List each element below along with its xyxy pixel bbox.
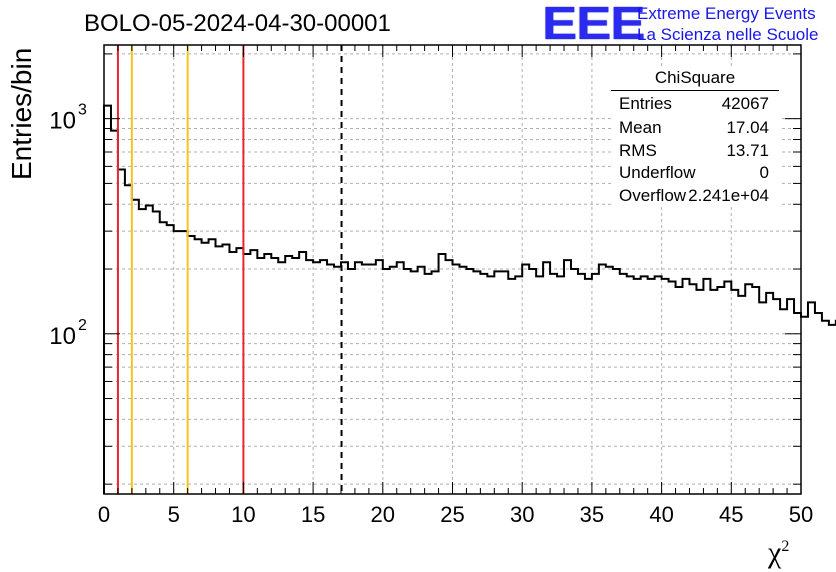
axes-layer <box>103 44 802 495</box>
y-axis-label: Entries/bin <box>6 47 37 180</box>
x-tick-label: 30 <box>510 502 534 527</box>
stats-key-overflow: Overflow <box>619 186 687 205</box>
eee-logo: EEE <box>542 0 646 49</box>
y-tick-label: 10 <box>49 108 76 135</box>
logo-subtitle-1: Extreme Energy Events <box>637 4 816 23</box>
stats-value-entries: 42067 <box>721 94 769 113</box>
y-tick-label-exponent: 3 <box>78 102 87 119</box>
x-tick-label: 0 <box>98 502 110 527</box>
x-tick-label: 20 <box>371 502 395 527</box>
stats-box-title: ChiSquare <box>654 68 736 87</box>
y-tick-label: 10 <box>49 323 76 350</box>
x-tick-label: 15 <box>301 502 325 527</box>
histogram-layer <box>103 104 836 494</box>
stats-key-rms: RMS <box>619 141 657 160</box>
stats-value-rms: 13.71 <box>726 141 769 160</box>
grid-layer <box>104 45 801 494</box>
x-axis-label: χ2 <box>768 536 790 569</box>
x-tick-label: 45 <box>719 502 743 527</box>
stats-value-underflow: 0 <box>759 163 769 182</box>
stats-value-mean: 17.04 <box>726 118 769 137</box>
stats-box: ChiSquare Entries 42067 Mean 17.04 RMS 1… <box>611 66 779 206</box>
marker-lines-layer <box>116 45 343 494</box>
y-tick-label-exponent: 2 <box>78 317 87 334</box>
x-tick-label: 50 <box>789 502 813 527</box>
histogram-outline <box>103 104 836 494</box>
chart-title: BOLO-05-2024-04-30-00001 <box>84 10 391 37</box>
x-tick-label: 40 <box>649 502 673 527</box>
stats-box-rule <box>611 90 779 91</box>
stats-value-overflow: 2.241e+04 <box>688 186 769 205</box>
x-tick-label: 25 <box>440 502 464 527</box>
logo-subtitle-2: La Scienza nelle Scuole <box>637 25 819 44</box>
stats-key-underflow: Underflow <box>619 163 696 182</box>
x-tick-label: 10 <box>231 502 255 527</box>
x-tick-label: 35 <box>580 502 604 527</box>
stats-key-mean: Mean <box>619 118 662 137</box>
stats-key-entries: Entries <box>619 94 672 113</box>
x-tick-label: 5 <box>168 502 180 527</box>
